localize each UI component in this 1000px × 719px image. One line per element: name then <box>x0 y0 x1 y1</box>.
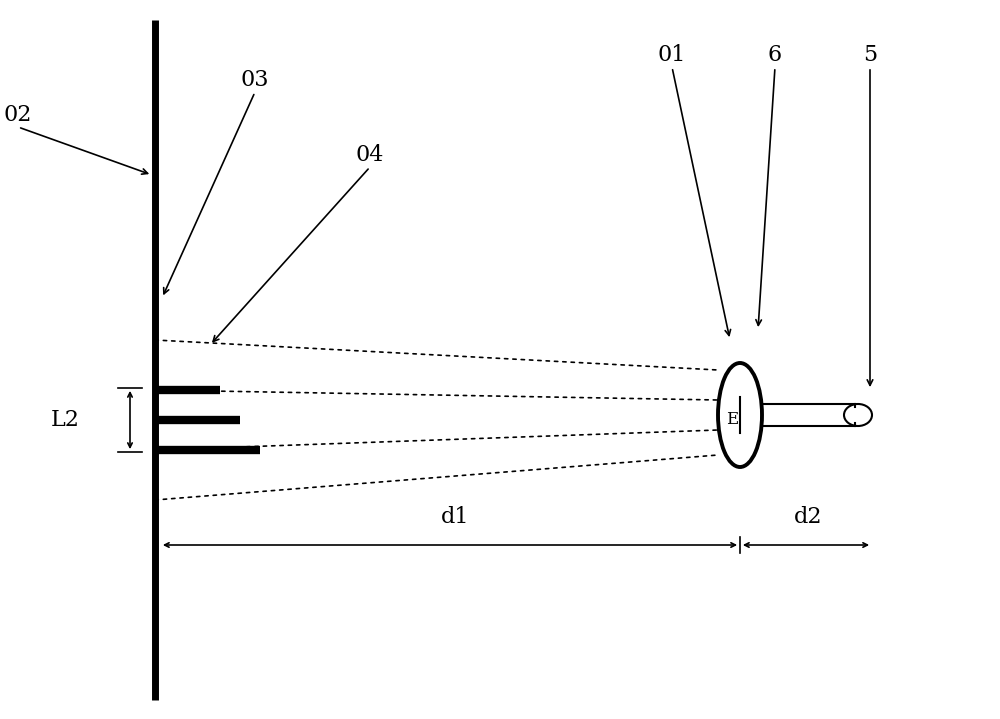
Text: d2: d2 <box>794 506 822 528</box>
Text: d1: d1 <box>441 506 469 528</box>
Text: 02: 02 <box>4 104 32 126</box>
Text: 01: 01 <box>658 44 686 66</box>
Text: 03: 03 <box>241 69 269 91</box>
Text: E: E <box>726 411 738 429</box>
Text: L2: L2 <box>51 409 79 431</box>
Text: 04: 04 <box>356 144 384 166</box>
Text: 6: 6 <box>768 44 782 66</box>
Text: 5: 5 <box>863 44 877 66</box>
